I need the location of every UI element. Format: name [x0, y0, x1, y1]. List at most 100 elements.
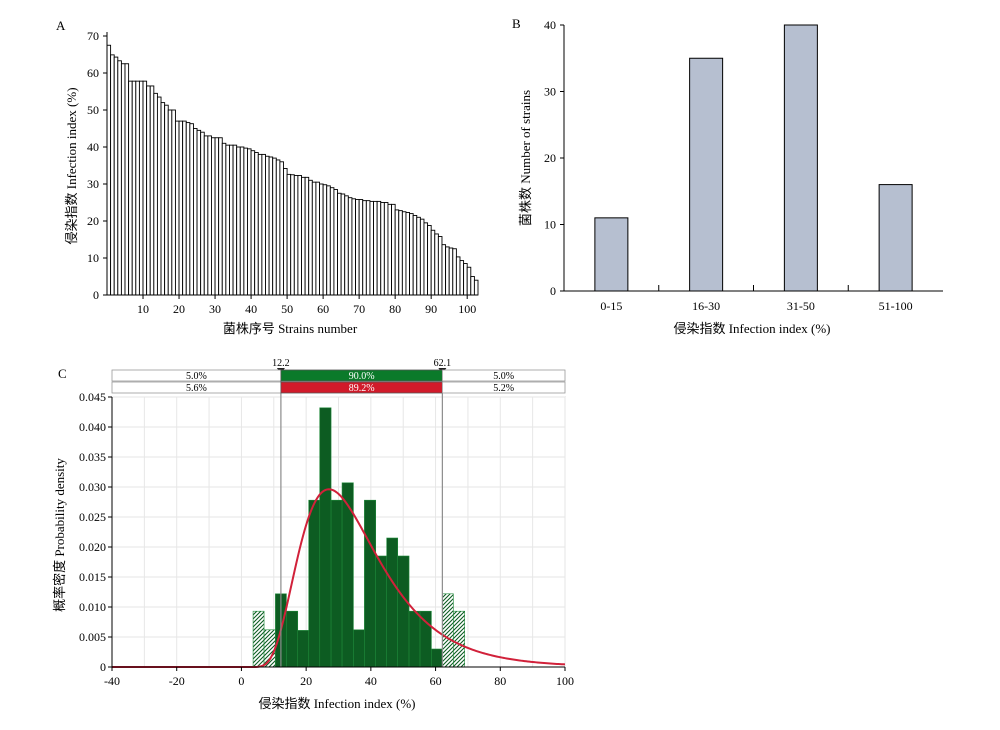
- panel-a-bar-4: [117, 60, 122, 296]
- panel-c-hist-bar-15: [408, 610, 421, 668]
- panel-a-xtick-label: 60: [317, 302, 329, 316]
- panel-a-bar-99: [459, 260, 465, 296]
- panel-a-bar-1: [106, 44, 112, 296]
- panel-a-bar-73: [365, 200, 371, 296]
- panel-a-bar-98: [455, 256, 461, 296]
- panel-a-bar-9: [135, 80, 140, 296]
- panel-b-axes: 0 10 20 30 40 0-15 16-30 31-50 51-100: [544, 18, 943, 313]
- panel-a-bar-43: [257, 153, 263, 296]
- panel-a-bar-66: [340, 193, 346, 296]
- panel-b-xtick-label: 0-15: [600, 299, 622, 313]
- panel-a-bar-95: [445, 246, 450, 296]
- panel-a-bar-97: [452, 248, 457, 296]
- panel-a-xtick-label: 80: [389, 302, 401, 316]
- panel-a-bar-32: [218, 137, 223, 296]
- panel-a-bar-36: [232, 144, 238, 296]
- panel-a-bar-22: [182, 120, 187, 296]
- panel-b-ytick-label: 10: [544, 218, 556, 232]
- panel-a-bar-47: [272, 157, 277, 296]
- panel-a-xtick-label: 30: [209, 302, 221, 316]
- panel-a-bar-45: [265, 155, 270, 296]
- panel-a-bar-62: [326, 185, 331, 296]
- panel-b-xtick-label: 16-30: [692, 299, 720, 313]
- panel-a-ytick-label: 10: [87, 251, 99, 265]
- panel-a-bar-27: [200, 131, 205, 296]
- panel-c-hist-bar-8: [330, 499, 343, 668]
- panel-c-xtick-label: -40: [104, 674, 120, 688]
- panel-a-bar-58: [311, 181, 317, 296]
- panel-a-ytick-label: 0: [93, 288, 99, 302]
- panel-b-ytick-label: 40: [544, 18, 556, 32]
- panel-c-bands: 5.0% 90.0% 5.0%5.6% 89.2% 5.2%: [111, 369, 566, 394]
- panel-a-axes: 0 10 20 30 40 50 60 70 10 20 30 40 50 60 70 80 90 100: [87, 29, 478, 316]
- panel-a-bar-14: [153, 92, 158, 296]
- panel-c-band-bottom-middle-label: 89.2%: [349, 383, 375, 394]
- panel-a-label: A: [56, 18, 66, 33]
- panel-a-bar-35: [229, 144, 234, 296]
- panel-a-bar-10: [138, 80, 144, 296]
- panel-c-hist-bar-18: [442, 593, 454, 668]
- panel-a-bar-64: [333, 189, 338, 296]
- panel-a-bar-5: [120, 63, 126, 296]
- panel-a-bar-84: [405, 212, 411, 296]
- panel-a-bar-34: [225, 144, 230, 296]
- panel-a-bar-77: [380, 202, 385, 296]
- panel-c: C 12.2 62.1 5.0% 90.0% 5.0%5.6% 89.2% 5.2% 00…: [52, 358, 574, 711]
- panel-a: A 0 10 20 30 40 50 60 70 10 20 30 40 50 60 70 80 90 100 菌…: [56, 18, 479, 336]
- panel-c-band-top-right: [441, 369, 566, 382]
- panel-a-bar-54: [297, 175, 302, 296]
- panel-b-bar-31-50: [783, 24, 818, 292]
- panel-a-bar-52: [290, 174, 295, 296]
- panel-a-bar-72: [362, 200, 367, 296]
- panel-a-bar-89: [423, 222, 429, 296]
- panel-a-bar-25: [192, 128, 198, 296]
- panel-a-bar-76: [376, 200, 382, 296]
- panel-a-bar-103: [473, 279, 479, 296]
- panel-a-bar-29: [207, 135, 212, 296]
- panel-c-ytick-label: 0.035: [79, 450, 106, 464]
- panel-a-bar-8: [131, 80, 137, 296]
- panel-a-bar-28: [203, 135, 209, 296]
- panel-a-bar-80: [391, 203, 396, 296]
- panel-c-ytick-label: 0: [100, 660, 106, 674]
- panel-a-bar-2: [110, 54, 115, 296]
- panel-a-bar-67: [344, 195, 349, 296]
- panel-a-bar-71: [358, 199, 364, 296]
- panel-a-bar-53: [293, 175, 299, 296]
- panel-c-xlabel: 侵染指数 Infection index (%): [258, 696, 415, 711]
- panel-a-bar-55: [301, 176, 306, 296]
- panel-b-ytick-label: 0: [550, 284, 556, 298]
- panel-a-bar-100: [463, 263, 468, 296]
- panel-a-bar-15: [156, 96, 162, 296]
- panel-c-band-top-left-label: 5.0%: [186, 371, 207, 382]
- panel-c-ytick-label: 0.040: [79, 420, 106, 434]
- panel-a-ytick-label: 30: [87, 177, 99, 191]
- panel-c-hist-bar-12: [375, 555, 388, 668]
- panel-a-ylabel: 侵染指数 Infection index (%): [64, 87, 79, 244]
- panel-a-bar-48: [275, 159, 281, 296]
- panel-a-bar-65: [337, 192, 342, 296]
- panel-a-xtick-label: 20: [173, 302, 185, 316]
- panel-c-axes: 0 0.005 0.010 0.015 0.020 0.025 0.030 0.035 0.04…: [79, 390, 574, 688]
- panel-a-bar-75: [373, 200, 378, 296]
- panel-a-ytick-label: 60: [87, 66, 99, 80]
- panel-a-bar-92: [434, 233, 439, 296]
- panel-c-hist-bar-11: [364, 499, 377, 668]
- panel-a-bar-12: [146, 85, 151, 296]
- panel-c-xtick-label: 40: [365, 674, 377, 688]
- panel-b-ylabel: 菌株数 Number of strains: [518, 90, 533, 226]
- panel-a-bar-49: [279, 161, 284, 296]
- panel-a-bar-68: [347, 197, 353, 296]
- panel-b-label: B: [512, 16, 521, 31]
- panel-c-interval-label: 12.2: [272, 358, 290, 369]
- panel-a-bar-13: [149, 85, 155, 296]
- panel-a-xtick-label: 70: [353, 302, 365, 316]
- panel-a-bar-6: [124, 63, 130, 296]
- panel-a-ytick-label: 50: [87, 103, 99, 117]
- panel-c-hist-bar-19: [453, 610, 465, 668]
- panel-a-ytick-label: 20: [87, 214, 99, 228]
- panel-a-bar-69: [351, 198, 356, 296]
- panel-a-bar-81: [394, 209, 400, 296]
- panel-a-bar-42: [254, 152, 259, 296]
- panel-a-bar-86: [412, 214, 418, 296]
